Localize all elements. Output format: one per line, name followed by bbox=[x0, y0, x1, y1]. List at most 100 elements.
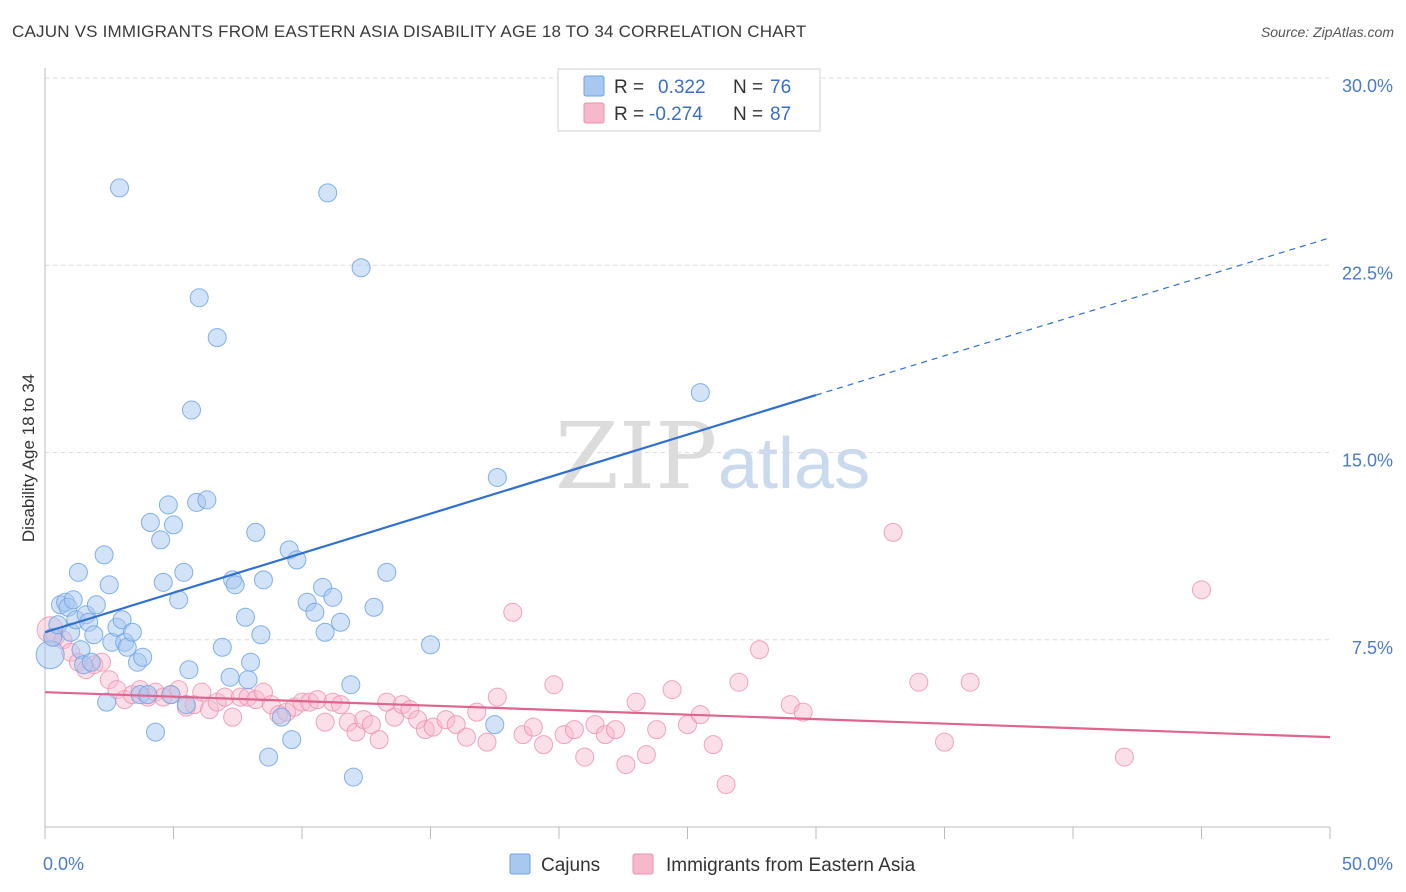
legend-r-label: R = bbox=[614, 77, 644, 98]
gridlines bbox=[45, 77, 1330, 641]
point-cajuns bbox=[99, 575, 119, 595]
trend-lines bbox=[44, 237, 1331, 739]
point-cajuns bbox=[487, 467, 507, 487]
legend-swatch-cajuns bbox=[583, 75, 605, 97]
point-cajuns bbox=[246, 522, 266, 542]
point-cajuns bbox=[241, 652, 261, 672]
point-cajuns bbox=[212, 637, 232, 657]
point-immigrants bbox=[626, 692, 646, 712]
point-immigrants bbox=[703, 735, 723, 755]
point-immigrants bbox=[616, 755, 636, 775]
point-cajuns bbox=[315, 622, 335, 642]
point-immigrants bbox=[331, 695, 351, 715]
point-cajuns bbox=[110, 178, 130, 198]
point-immigrants bbox=[513, 725, 533, 745]
legend-r-label: R = bbox=[614, 104, 644, 125]
point-cajuns bbox=[690, 383, 710, 403]
bottom-legend-label-immigrants: Immigrants from Eastern Asia bbox=[666, 855, 916, 876]
point-cajuns bbox=[133, 647, 153, 667]
point-immigrants bbox=[883, 522, 903, 542]
point-immigrants bbox=[716, 775, 736, 795]
point-immigrants bbox=[377, 692, 397, 712]
point-cajuns bbox=[259, 747, 279, 767]
point-immigrants bbox=[415, 720, 435, 740]
legend-n-label: N = bbox=[733, 104, 763, 125]
bottom-legend: Cajuns Immigrants from Eastern Asia bbox=[509, 853, 916, 876]
point-cajuns bbox=[238, 670, 258, 690]
point-cajuns bbox=[253, 570, 273, 590]
legend-r-value-immigrants: -0.274 bbox=[649, 104, 703, 125]
point-immigrants bbox=[647, 720, 667, 740]
bottom-legend-label-cajuns: Cajuns bbox=[541, 855, 600, 876]
point-immigrants bbox=[729, 672, 749, 692]
point-cajuns bbox=[179, 660, 199, 680]
legend-r-value-cajuns: 0.322 bbox=[658, 77, 706, 98]
point-cajuns bbox=[189, 288, 209, 308]
point-cajuns bbox=[331, 612, 351, 632]
point-immigrants bbox=[793, 702, 813, 722]
point-cajuns bbox=[341, 675, 361, 695]
point-cajuns bbox=[86, 595, 106, 615]
y-axis-title: Disability Age 18 to 34 bbox=[19, 374, 38, 542]
point-cajuns bbox=[112, 610, 132, 630]
point-immigrants bbox=[315, 712, 335, 732]
point-cajuns bbox=[485, 715, 505, 735]
point-immigrants bbox=[585, 715, 605, 735]
point-cajuns bbox=[140, 512, 160, 532]
point-cajuns bbox=[225, 575, 245, 595]
source-credit: Source: ZipAtlas.com bbox=[1260, 24, 1394, 40]
point-immigrants bbox=[534, 735, 554, 755]
point-cajuns bbox=[343, 767, 363, 787]
legend-box: R = 0.322 N = 76 R = -0.274 N = 87 bbox=[557, 68, 821, 132]
trend-line-cajuns-extension bbox=[815, 237, 1331, 396]
point-cajuns bbox=[153, 572, 173, 592]
point-immigrants bbox=[369, 730, 389, 750]
point-cajuns bbox=[351, 258, 371, 278]
point-cajuns bbox=[161, 685, 181, 705]
point-immigrants bbox=[361, 715, 381, 735]
point-immigrants bbox=[1192, 580, 1211, 600]
point-immigrants bbox=[523, 717, 543, 737]
bottom-legend-swatch-immigrants bbox=[632, 853, 654, 875]
y-tick-label-0: 7.5% bbox=[1352, 638, 1393, 658]
point-cajuns bbox=[305, 602, 325, 622]
point-immigrants bbox=[199, 700, 219, 720]
point-immigrants bbox=[575, 747, 595, 767]
watermark-zip: ZIP bbox=[555, 403, 717, 510]
point-cajuns bbox=[197, 490, 217, 510]
point-cajuns bbox=[174, 562, 194, 582]
y-tick-label-3: 30.0% bbox=[1342, 76, 1393, 96]
point-cajuns bbox=[97, 692, 117, 712]
point-immigrants bbox=[749, 640, 769, 660]
point-cajuns bbox=[282, 730, 302, 750]
point-cajuns bbox=[323, 587, 343, 607]
point-immigrants bbox=[960, 672, 980, 692]
y-tick-labels: 7.5% 15.0% 22.5% 30.0% bbox=[1342, 76, 1393, 658]
point-cajuns bbox=[94, 545, 114, 565]
point-immigrants bbox=[662, 680, 682, 700]
x-tick-labels: 0.0% 50.0% bbox=[43, 854, 1393, 874]
point-immigrants bbox=[436, 710, 456, 730]
point-immigrants bbox=[307, 690, 327, 710]
point-immigrants bbox=[477, 732, 497, 752]
point-cajuns bbox=[220, 667, 240, 687]
point-cajuns bbox=[146, 722, 166, 742]
point-immigrants bbox=[909, 672, 929, 692]
point-cajuns bbox=[377, 562, 397, 582]
point-cajuns bbox=[251, 625, 271, 645]
legend-n-value-immigrants: 87 bbox=[770, 104, 791, 125]
point-immigrants bbox=[230, 687, 250, 707]
point-cajuns bbox=[364, 597, 384, 617]
trend-line-cajuns bbox=[44, 394, 817, 634]
point-cajuns bbox=[421, 635, 440, 655]
watermark-atlas: atlas bbox=[718, 424, 870, 504]
point-immigrants bbox=[223, 707, 243, 727]
point-cajuns bbox=[84, 625, 104, 645]
x-tick-label-0: 0.0% bbox=[43, 854, 84, 874]
series-immigrants-points bbox=[36, 522, 1211, 795]
point-cajuns bbox=[207, 328, 227, 348]
point-immigrants bbox=[564, 720, 584, 740]
point-cajuns bbox=[151, 530, 171, 550]
point-cajuns bbox=[235, 607, 255, 627]
